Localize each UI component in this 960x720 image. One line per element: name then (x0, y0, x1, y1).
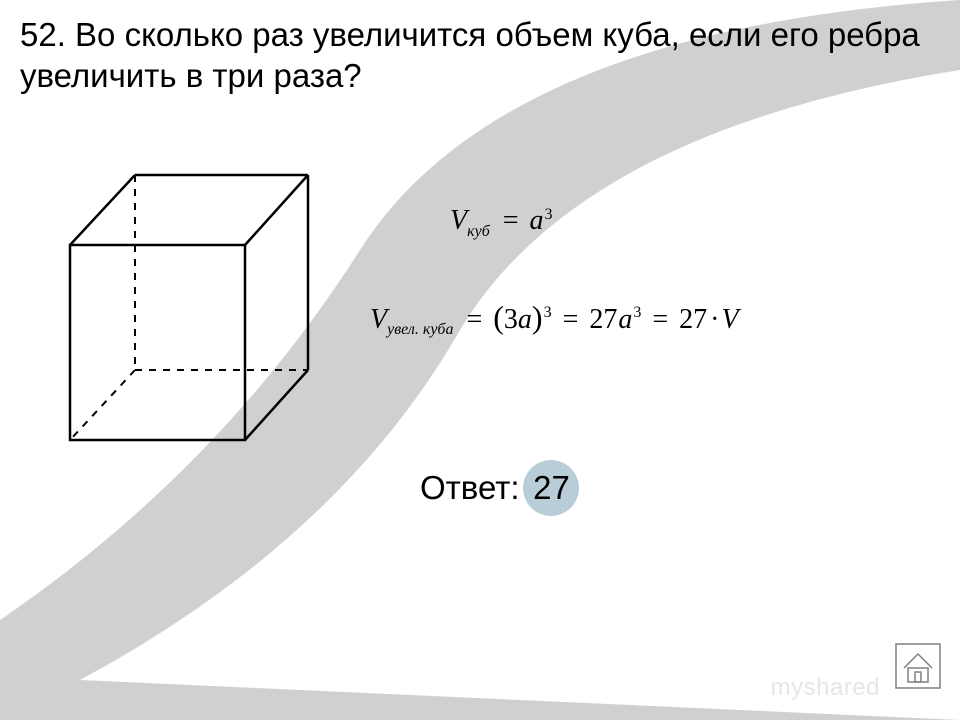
formula-sub: куб (467, 223, 490, 240)
sup: 3 (544, 304, 552, 321)
formula-rhs-sup: 3 (545, 206, 553, 223)
coef: 3 (504, 304, 518, 335)
formula-rhs-base: a (530, 205, 544, 236)
dot-operator: · (710, 304, 719, 335)
equals-sign: = (652, 304, 668, 335)
formula-block: Vкуб = a3 Vувел. куба = (3a)3 = 27a3 = 2… (370, 205, 739, 397)
formula-var: V (370, 304, 387, 335)
equals-sign: = (466, 304, 482, 335)
paren-close: ) (532, 299, 543, 335)
home-button[interactable] (894, 642, 942, 690)
equals-sign: = (503, 205, 519, 236)
formula-sub: увел. куба (387, 321, 453, 338)
formula-line-1: Vкуб = a3 (450, 205, 739, 241)
formula-var: V (722, 304, 739, 335)
coef: 27 (589, 304, 617, 335)
answer-block: Ответ: 27 (420, 460, 579, 516)
answer-label: Ответ: (420, 469, 519, 507)
coef: 27 (679, 304, 707, 335)
equals-sign: = (563, 304, 579, 335)
base: a (518, 304, 532, 335)
answer-value-circle: 27 (523, 460, 579, 516)
base: a (618, 304, 632, 335)
question-text: 52. Во сколько раз увеличится объем куба… (20, 14, 940, 97)
paren-open: ( (493, 299, 504, 335)
watermark-text: myshared (771, 674, 880, 702)
formula-var: V (450, 205, 467, 236)
cube-diagram (60, 165, 315, 455)
sup: 3 (633, 304, 641, 321)
house-icon (894, 642, 942, 690)
formula-line-2: Vувел. куба = (3a)3 = 27a3 = 27·V (370, 299, 739, 340)
